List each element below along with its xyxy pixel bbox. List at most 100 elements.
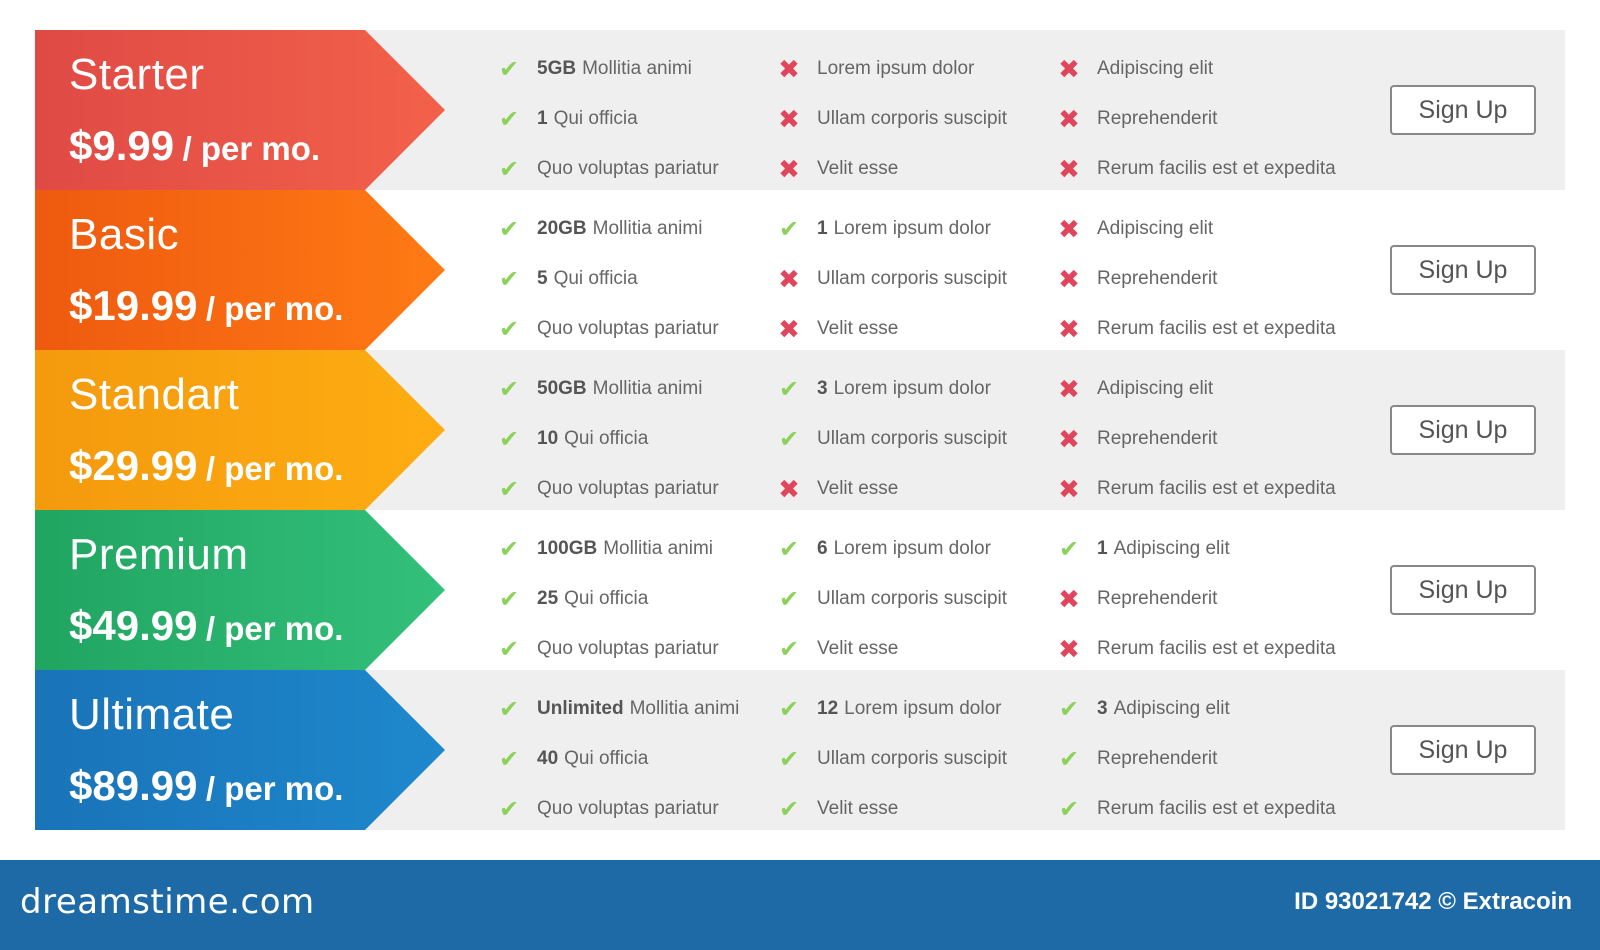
feature-text: Mollitia animi — [582, 58, 692, 79]
plan-row: Standart $29.99 / per mo. ✔ 50GB Mollitia an… — [35, 350, 1565, 510]
plan-banner: Standart $29.99 / per mo. — [35, 350, 445, 510]
cross-icon: ✖ — [778, 103, 800, 134]
check-icon: ✔ — [778, 635, 800, 663]
feature-item: ✔ Reprehenderit — [1055, 734, 1345, 784]
feature-text: Qui officia — [553, 108, 638, 129]
feature-text: Lorem ipsum dolor — [833, 218, 991, 239]
check-icon: ✔ — [778, 695, 800, 723]
feature-column: ✔ 3 Adipiscing elit ✔ Reprehenderit ✔ Rerum fa… — [1055, 684, 1345, 834]
feature-item: ✖ Rerum facilis est et expedita — [1055, 624, 1345, 674]
check-icon: ✔ — [498, 55, 520, 83]
sign-up-button[interactable]: Sign Up — [1390, 565, 1536, 615]
feature-text: Lorem ipsum dolor — [844, 698, 1002, 719]
plan-banner: Starter $9.99 / per mo. — [35, 30, 445, 190]
feature-text: Quo voluptas pariatur — [537, 478, 719, 499]
feature-item: ✔ Quo voluptas pariatur — [495, 624, 785, 674]
feature-item: ✔ 5GB Mollitia animi — [495, 44, 785, 94]
feature-value: 100GB — [537, 538, 598, 559]
feature-column: ✖ Adipiscing elit ✖ Reprehenderit ✖ Rerum fac… — [1055, 44, 1345, 194]
feature-text: Adipiscing elit — [1113, 698, 1230, 719]
check-icon: ✔ — [498, 265, 520, 293]
footer-bar: dreamstime.com ID 93021742 © Extracoin — [0, 860, 1600, 950]
plan-row: Ultimate $89.99 / per mo. ✔ Unlimited Mollit… — [35, 670, 1565, 830]
sign-up-button[interactable]: Sign Up — [1390, 405, 1536, 455]
feature-text: Ullam corporis suscipit — [817, 588, 1008, 609]
plan-price: $29.99 / per mo. — [69, 442, 343, 490]
cross-icon: ✖ — [1058, 213, 1080, 244]
feature-item: ✔ Quo voluptas pariatur — [495, 784, 785, 834]
plan-name: Ultimate — [69, 690, 235, 739]
plan-price: $89.99 / per mo. — [69, 762, 343, 810]
feature-text: Mollitia animi — [592, 218, 703, 239]
feature-text: Ullam corporis suscipit — [817, 748, 1008, 769]
sign-up-button[interactable]: Sign Up — [1390, 85, 1536, 135]
feature-column: ✔ Unlimited Mollitia animi ✔ 40 Qui officia ✔ Q… — [495, 684, 785, 834]
feature-item: ✔ 10 Qui officia — [495, 414, 785, 464]
feature-text: Mollitia animi — [603, 538, 714, 559]
cross-icon: ✖ — [778, 153, 800, 184]
feature-item: ✔ 3 Lorem ipsum dolor — [775, 364, 1065, 414]
feature-text: Adipiscing elit — [1097, 218, 1214, 239]
feature-text: Quo voluptas pariatur — [537, 318, 719, 339]
feature-text: Mollitia animi — [592, 378, 703, 399]
feature-column: ✔ 20GB Mollitia animi ✔ 5 Qui officia ✔ Quo vol… — [495, 204, 785, 354]
check-icon: ✔ — [778, 375, 800, 403]
pricing-table: Starter $9.99 / per mo. ✔ 5GB Mollitia animi… — [35, 30, 1565, 830]
feature-value: 10 — [537, 428, 559, 449]
feature-text: Quo voluptas pariatur — [537, 158, 719, 179]
check-icon: ✔ — [498, 635, 520, 663]
feature-column: ✔ 1 Adipiscing elit ✖ Reprehenderit ✖ Rerum fa… — [1055, 524, 1345, 674]
feature-text: Velit esse — [817, 798, 899, 819]
feature-column: ✔ 3 Lorem ipsum dolor ✔ Ullam corporis susci… — [775, 364, 1065, 514]
feature-value: 6 — [817, 538, 828, 559]
feature-value: 25 — [537, 588, 559, 609]
feature-text: Rerum facilis est et expedita — [1097, 318, 1336, 339]
cross-icon: ✖ — [1058, 473, 1080, 504]
feature-text: Qui officia — [564, 588, 649, 609]
sign-up-button[interactable]: Sign Up — [1390, 725, 1536, 775]
plan-name: Starter — [69, 50, 205, 99]
check-icon: ✔ — [498, 475, 520, 503]
feature-item: ✖ Rerum facilis est et expedita — [1055, 464, 1345, 514]
cross-icon: ✖ — [1058, 633, 1080, 664]
cross-icon: ✖ — [1058, 103, 1080, 134]
feature-item: ✔ 25 Qui officia — [495, 574, 785, 624]
sign-up-button[interactable]: Sign Up — [1390, 245, 1536, 295]
feature-text: Quo voluptas pariatur — [537, 798, 719, 819]
feature-value: 5GB — [537, 58, 577, 79]
plan-row: Basic $19.99 / per mo. ✔ 20GB Mollitia animi… — [35, 190, 1565, 350]
feature-item: ✔ 100GB Mollitia animi — [495, 524, 785, 574]
feature-item: ✖ Velit esse — [775, 464, 1065, 514]
price-period: / per mo. — [205, 610, 344, 647]
feature-text: Velit esse — [817, 638, 899, 659]
feature-item: ✔ 3 Adipiscing elit — [1055, 684, 1345, 734]
feature-item: ✔ Ullam corporis suscipit — [775, 414, 1065, 464]
feature-text: Rerum facilis est et expedita — [1097, 158, 1336, 179]
plan-price: $9.99 / per mo. — [69, 122, 320, 170]
cross-icon: ✖ — [778, 473, 800, 504]
plan-banner: Premium $49.99 / per mo. — [35, 510, 445, 670]
plan-name: Premium — [69, 530, 249, 579]
image-credit: ID 93021742 © Extracoin — [1294, 888, 1572, 915]
check-icon: ✔ — [1058, 535, 1080, 563]
feature-item: ✔ Rerum facilis est et expedita — [1055, 784, 1345, 834]
check-icon: ✔ — [498, 105, 520, 133]
price-period: / per mo. — [205, 450, 344, 487]
feature-item: ✔ Ullam corporis suscipit — [775, 734, 1065, 784]
feature-item: ✖ Rerum facilis est et expedita — [1055, 144, 1345, 194]
feature-text: Lorem ipsum dolor — [833, 378, 991, 399]
feature-item: ✖ Reprehenderit — [1055, 254, 1345, 304]
price-period: / per mo. — [182, 130, 321, 167]
check-icon: ✔ — [498, 585, 520, 613]
feature-value: 3 — [817, 378, 828, 399]
feature-item: ✖ Ullam corporis suscipit — [775, 254, 1065, 304]
check-icon: ✔ — [498, 315, 520, 343]
feature-text: Velit esse — [817, 158, 899, 179]
feature-value: 1 — [1097, 538, 1108, 559]
feature-text: Ullam corporis suscipit — [817, 428, 1008, 449]
feature-value: 1 — [817, 218, 828, 239]
cross-icon: ✖ — [778, 53, 800, 84]
feature-item: ✖ Reprehenderit — [1055, 414, 1345, 464]
feature-item: ✔ 50GB Mollitia animi — [495, 364, 785, 414]
feature-item: ✖ Adipiscing elit — [1055, 204, 1345, 254]
